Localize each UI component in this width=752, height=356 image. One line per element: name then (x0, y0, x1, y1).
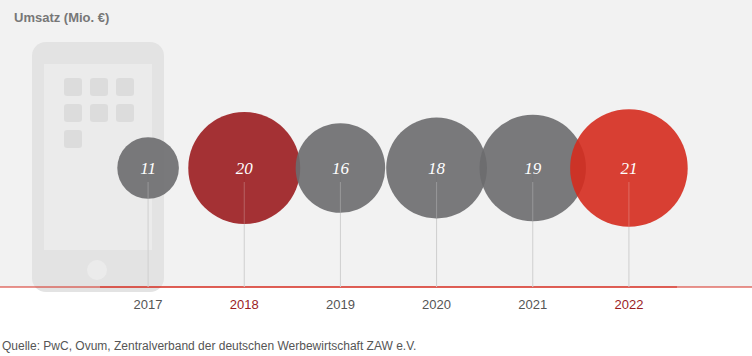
svg-text:19: 19 (524, 159, 542, 178)
svg-text:16: 16 (332, 159, 350, 178)
svg-text:2020: 2020 (422, 297, 451, 312)
svg-text:Umsatz (Mio. €): Umsatz (Mio. €) (14, 10, 109, 25)
svg-text:2018: 2018 (230, 297, 259, 312)
svg-text:2019: 2019 (326, 297, 355, 312)
svg-text:2022: 2022 (614, 297, 643, 312)
svg-text:18: 18 (428, 159, 446, 178)
svg-text:Quelle: PwC, Ovum, Zentralverb: Quelle: PwC, Ovum, Zentralverband der de… (2, 339, 416, 353)
svg-text:2021: 2021 (518, 297, 547, 312)
svg-text:20: 20 (236, 159, 254, 178)
svg-text:21: 21 (620, 159, 637, 178)
svg-text:11: 11 (140, 159, 156, 178)
svg-text:2017: 2017 (134, 297, 163, 312)
